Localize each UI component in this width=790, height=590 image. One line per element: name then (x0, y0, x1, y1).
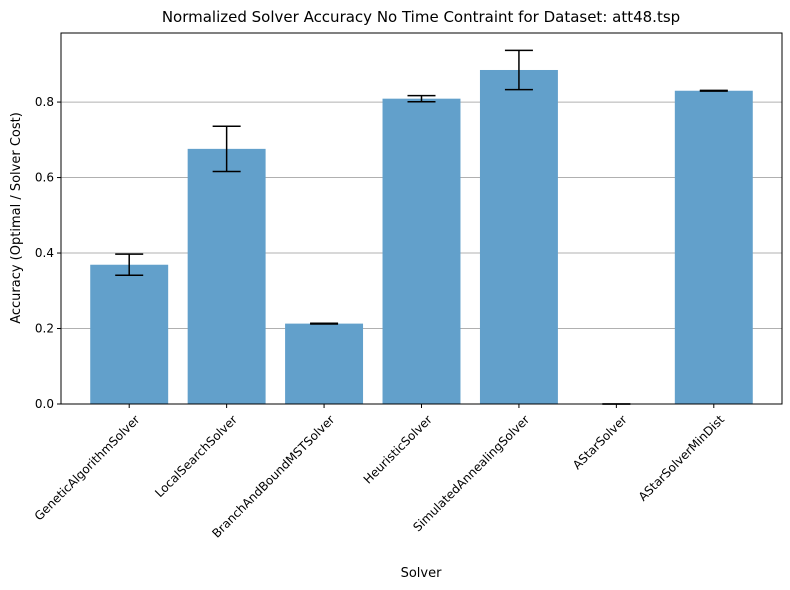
bar (382, 98, 461, 404)
x-tick-label: AStarSolver (570, 412, 630, 472)
bar (674, 90, 753, 404)
y-tick-label: 0.6 (35, 171, 54, 185)
error-bar (699, 89, 728, 92)
error-bar (407, 94, 436, 103)
y-axis-label: Accuracy (Optimal / Solver Cost) (9, 112, 24, 324)
x-tick-label: HeuristicSolver (361, 412, 435, 486)
bars (90, 69, 753, 404)
x-tick-label: GeneticAlgorithmSolver (32, 412, 143, 523)
error-bar (212, 125, 241, 173)
x-tick-label: LocalSearchSolver (152, 412, 240, 500)
x-tick-label: SimulatedAnnealingSolver (410, 412, 532, 534)
error-bar (115, 253, 144, 277)
bar (479, 69, 558, 404)
y-tick-label: 0.2 (35, 322, 54, 336)
x-axis-label: Solver (401, 566, 443, 581)
x-tick-label: AStarSolverMinDist (636, 412, 728, 504)
bar (285, 323, 364, 404)
error-bar (504, 49, 533, 91)
y-tick-label: 0.8 (35, 95, 54, 109)
y-tick-label: 0.4 (35, 246, 54, 260)
y-tick-label: 0.0 (35, 397, 54, 411)
x-axis-ticks: GeneticAlgorithmSolver LocalSearchSolverB… (32, 404, 728, 541)
chart-title: Normalized Solver Accuracy No Time Contr… (162, 8, 680, 26)
bar (187, 148, 266, 404)
y-axis-ticks: 0.0 0.2 0.4 0.6 0.8 (35, 95, 61, 411)
bar (90, 264, 169, 404)
error-bar (310, 322, 339, 325)
